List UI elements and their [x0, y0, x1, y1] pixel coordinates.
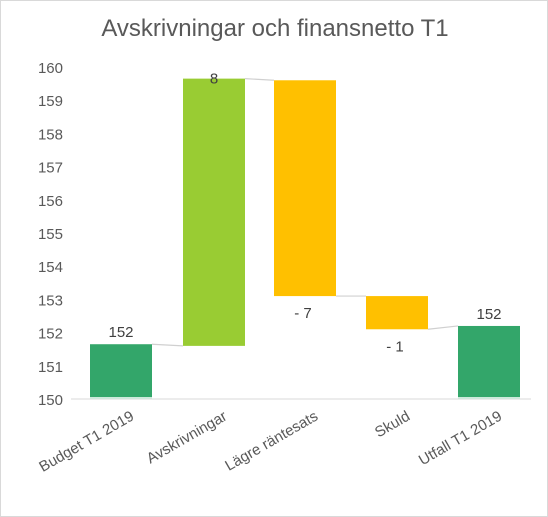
chart-title: Avskrivningar och finansnetto T1: [101, 15, 449, 42]
x-category-label: Lägre räntesats: [222, 408, 321, 475]
connector-line: [427, 325, 459, 330]
bar-decrease: [274, 80, 336, 297]
data-label: 152: [476, 306, 501, 323]
data-label: - 7: [294, 305, 312, 322]
x-category-label: Avskrivningar: [144, 408, 230, 468]
x-category-label: Skuld: [372, 408, 413, 441]
bar-total: [458, 325, 520, 399]
bar-total: [90, 344, 152, 399]
x-category-label: Budget T1 2019: [36, 408, 137, 476]
y-tick-label: 156: [38, 193, 63, 210]
y-tick-label: 159: [38, 93, 63, 110]
data-label: 8: [210, 71, 218, 88]
y-tick-label: 153: [38, 292, 63, 309]
y-tick-label: 154: [38, 259, 63, 276]
bar-decrease: [366, 296, 428, 330]
connector-line: [151, 343, 184, 347]
bar-increase: [183, 78, 245, 346]
x-category-label: Utfall T1 2019: [416, 408, 505, 469]
data-label: 152: [108, 324, 133, 341]
y-tick-label: 151: [38, 359, 63, 376]
y-tick-label: 152: [38, 326, 63, 343]
y-tick-label: 160: [38, 60, 63, 77]
y-tick-label: 150: [38, 392, 63, 409]
y-tick-label: 158: [38, 126, 63, 143]
connector-line: [244, 78, 275, 81]
y-tick-label: 157: [38, 160, 63, 177]
data-label: - 1: [386, 338, 404, 355]
y-tick-label: 155: [38, 226, 63, 243]
